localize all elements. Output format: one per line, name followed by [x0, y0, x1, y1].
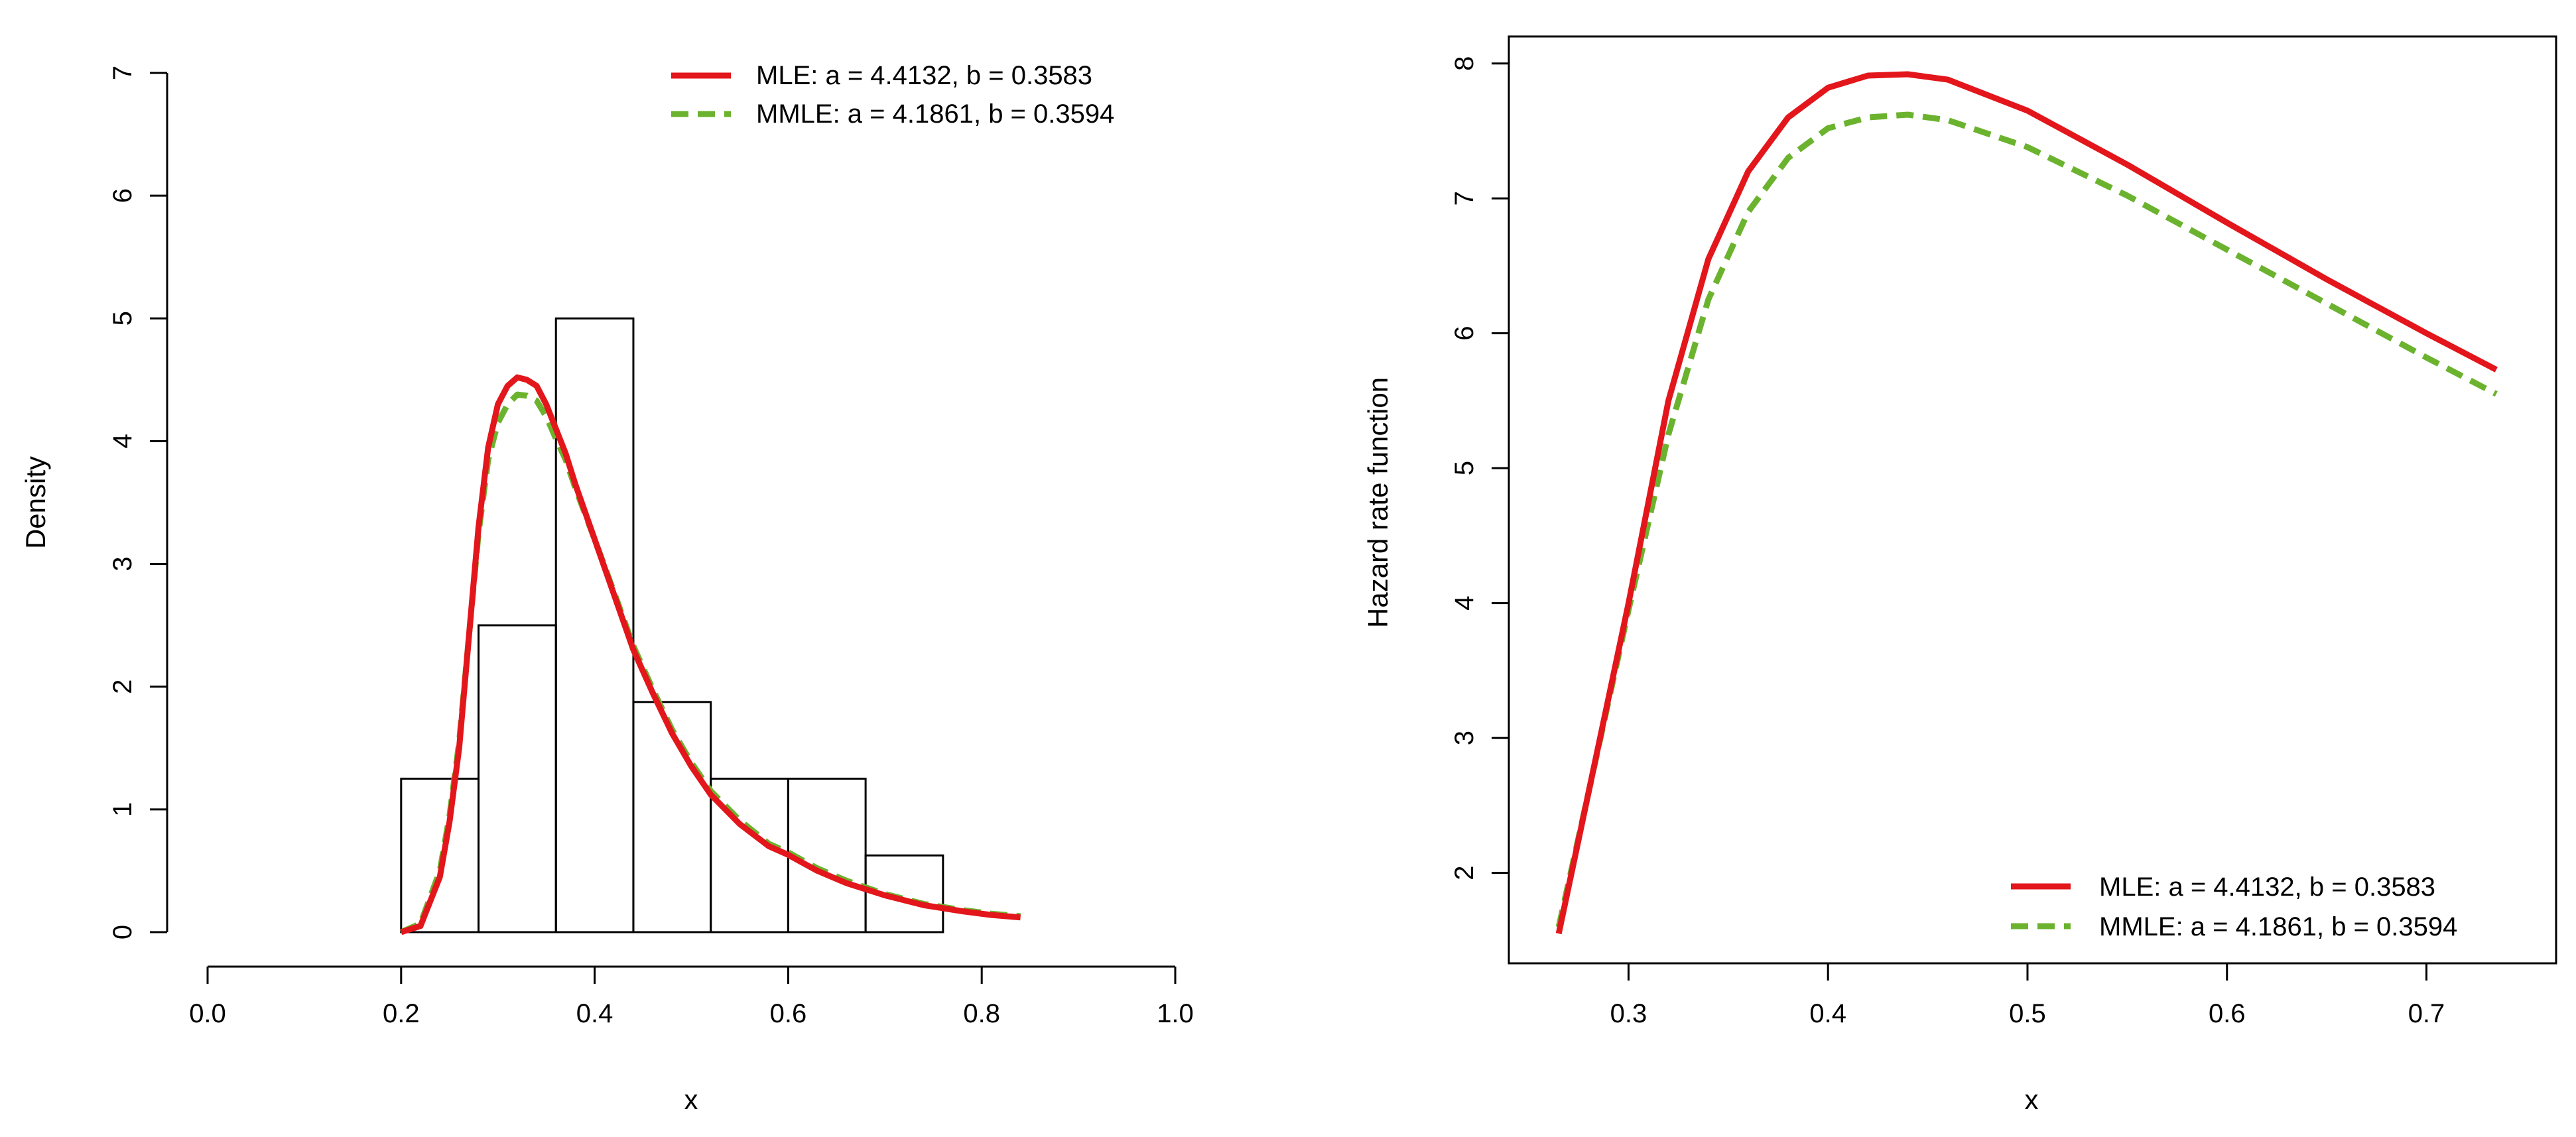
x-axis-label: x	[2025, 1084, 2039, 1115]
mmle-hazard-line	[1555, 111, 2498, 928]
y-tick-label: 3	[108, 556, 137, 571]
x-axis: 0.3 0.4 0.5 0.6 0.7	[1610, 963, 2445, 1028]
histogram-bar	[554, 317, 635, 933]
y-tick-label: 0	[108, 925, 137, 939]
x-tick-label: 0.7	[2408, 999, 2445, 1028]
y-tick-label: 2	[108, 680, 137, 694]
hazard-plot: 0.3 0.4 0.5 0.6 0.7 2 3 4 5 6 7 8 x Hazard rate fu…	[1362, 35, 2557, 1115]
y-tick-label: 5	[108, 311, 137, 326]
histogram-bar	[864, 854, 944, 933]
mle-density-line	[400, 374, 1021, 935]
x-tick-label: 0.4	[576, 999, 613, 1028]
legend: MLE: a = 4.4132, b = 0.3583 MMLE: a = 4.…	[671, 61, 1114, 129]
legend: MLE: a = 4.4132, b = 0.3583 MMLE: a = 4.…	[2011, 872, 2457, 941]
hazard-curves	[1555, 71, 2498, 935]
y-tick-label: 4	[1450, 596, 1479, 611]
legend-label-mmle: MMLE: a = 4.1861, b = 0.3594	[2099, 912, 2457, 941]
y-tick-label: 3	[1450, 731, 1479, 745]
x-tick-label: 0.4	[1809, 999, 1846, 1028]
x-axis-label: x	[684, 1084, 698, 1115]
mle-hazard-line	[1555, 71, 2498, 935]
x-tick-label: 0.2	[383, 999, 420, 1028]
density-plot: 0.0 0.2 0.4 0.6 0.8 1.0 0 1 2 3 4 5 6 7 x Density ML…	[20, 61, 1194, 1115]
y-tick-label: 1	[108, 802, 137, 817]
y-tick-label: 2	[1450, 866, 1479, 880]
y-tick-label: 4	[108, 434, 137, 448]
legend-label-mle: MLE: a = 4.4132, b = 0.3583	[756, 61, 1092, 90]
y-tick-label: 6	[1450, 326, 1479, 341]
y-axis-label: Density	[20, 456, 51, 549]
legend-label-mle: MLE: a = 4.4132, b = 0.3583	[2099, 872, 2435, 902]
x-tick-label: 0.5	[2009, 999, 2046, 1028]
y-tick-label: 6	[108, 188, 137, 203]
x-tick-label: 0.3	[1610, 999, 1647, 1028]
y-axis: 2 3 4 5 6 7 8	[1450, 56, 1509, 880]
x-axis: 0.0 0.2 0.4 0.6 0.8 1.0	[189, 965, 1194, 1028]
y-tick-label: 5	[1450, 461, 1479, 475]
legend-label-mmle: MMLE: a = 4.1861, b = 0.3594	[756, 99, 1114, 129]
plot-frame	[1508, 35, 2557, 965]
y-axis-label: Hazard rate function	[1362, 377, 1393, 628]
y-tick-label: 8	[1450, 56, 1479, 71]
x-tick-label: 0.6	[770, 999, 807, 1028]
density-curves	[399, 374, 1021, 935]
x-tick-label: 1.0	[1157, 999, 1194, 1028]
x-tick-label: 0.8	[963, 999, 1000, 1028]
x-tick-label: 0.6	[2209, 999, 2246, 1028]
y-axis: 0 1 2 3 4 5 6 7	[108, 66, 168, 939]
y-tick-label: 7	[1450, 191, 1479, 206]
x-tick-label: 0.0	[189, 999, 226, 1028]
y-tick-label: 7	[108, 66, 137, 80]
